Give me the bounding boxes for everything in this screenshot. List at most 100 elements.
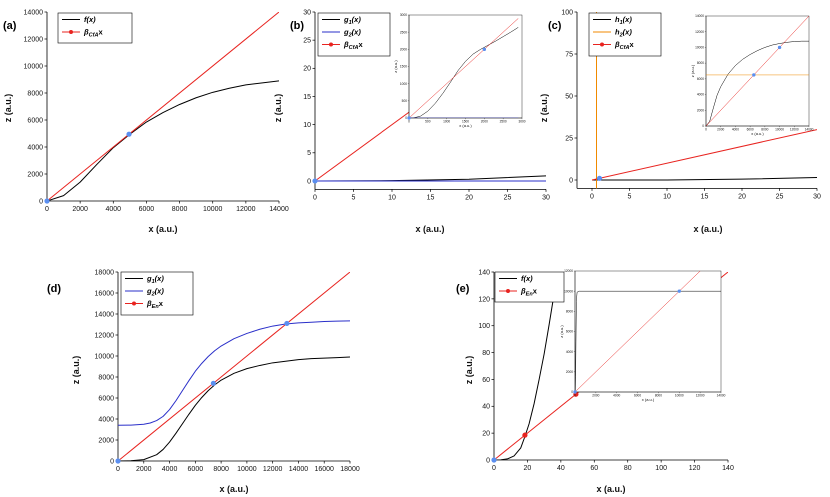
panel-b-legend: g1(x) g2(x)βCfAx bbox=[317, 12, 391, 57]
panel-a-legend-label: f(x) bbox=[84, 15, 96, 24]
panel-e-y-tick-label: 40 bbox=[482, 404, 490, 411]
panel-e-inset-x-tick-label: 4000 bbox=[613, 394, 620, 398]
panel-e-inset-x-tick-label: 14000 bbox=[717, 394, 726, 398]
panel-a-y-tick-label: 0 bbox=[39, 198, 43, 205]
panel-e-legend: f(x) βEnx bbox=[494, 271, 565, 303]
panel-e-inset-x-tick-label: 8000 bbox=[655, 394, 662, 398]
panel-b-inset-y-tick-label: 2500 bbox=[400, 30, 407, 34]
panel-b-inset-intersection-point bbox=[482, 47, 487, 52]
panel-b-inset-y-tick-label: 1500 bbox=[400, 65, 407, 69]
panel-b-inset-x-tick-label: 500 bbox=[425, 120, 431, 124]
panel-d-y-tick-label: 14000 bbox=[95, 311, 115, 318]
panel-e-y-tick-label: 120 bbox=[478, 296, 490, 303]
panel-e-inset-y-tick-label: 8000 bbox=[566, 309, 573, 313]
panel-b-legend-label: g2(x) bbox=[343, 28, 361, 39]
panel-e-intersection-point bbox=[491, 457, 497, 463]
panel-e-inset-y-tick-label: 0 bbox=[571, 390, 573, 394]
panel-d-legend-label: βEnx bbox=[146, 299, 164, 310]
panel-c-inset-x-tick-label: 6000 bbox=[747, 128, 754, 132]
panel-c-inset-intersection-point bbox=[777, 45, 782, 50]
panel-e-inset-y-label: z (a.u.) bbox=[559, 325, 564, 338]
panel-e-inset-x-label: x (a.u.) bbox=[642, 397, 655, 402]
panel-c-inset-intersection-point bbox=[752, 73, 756, 77]
panel-c-x-axis-label: x (a.u.) bbox=[693, 224, 722, 234]
panel-d-legend-marker bbox=[132, 301, 136, 306]
panel-b-inset-x-label: x (a.u.) bbox=[459, 123, 472, 128]
panel-e-inset-x-tick-label: 0 bbox=[574, 394, 576, 398]
panel-c-inset-x-label: x (a.u.) bbox=[751, 131, 764, 136]
panel-c-inset-y-tick-label: 12000 bbox=[695, 30, 704, 34]
panel-e-x-tick-label: 120 bbox=[689, 465, 701, 472]
panel-b-x-tick-label: 25 bbox=[504, 194, 512, 201]
panel-e-x-tick-label: 80 bbox=[624, 465, 632, 472]
panel-e-inset-intersection-point bbox=[677, 289, 681, 293]
panel-a-x-tick-label: 6000 bbox=[139, 206, 155, 213]
panel-b-x-tick-label: 0 bbox=[313, 194, 317, 201]
panel-d: 0 2000 4000 6000 8000 10000 12000 14000 16000 180… bbox=[47, 269, 360, 494]
panel-e-legend-marker bbox=[506, 289, 510, 293]
panel-e-x-tick-label: 140 bbox=[722, 465, 734, 472]
panel-c-inset-series-red bbox=[706, 16, 809, 126]
panel-a-y-tick-label: 4000 bbox=[27, 144, 43, 151]
panel-d-legend-label: g2(x) bbox=[146, 287, 164, 298]
panel-e: 0 20 40 60 80 100 120 140 0 20 40 60 80 100 120 140 x (a… bbox=[456, 269, 734, 494]
panel-b-series-group bbox=[315, 107, 546, 182]
panel-e-inset-series-group bbox=[575, 271, 721, 392]
panel-c-inset-y-tick-label: 0 bbox=[702, 124, 704, 128]
panel-c-series-red bbox=[591, 129, 817, 181]
panel-d-y-tick-label: 8000 bbox=[98, 374, 114, 381]
panel-e-inset-y-tick-label: 2000 bbox=[566, 370, 573, 374]
panel-d-x-tick-label: 14000 bbox=[289, 466, 309, 473]
panel-c-x-tick-label: 10 bbox=[663, 193, 671, 200]
panel-d-y-tick-label: 0 bbox=[110, 458, 114, 465]
panel-a-series-red bbox=[47, 12, 279, 201]
panel-d-y-tick-label: 6000 bbox=[98, 395, 114, 402]
panel-d-x-tick-label: 0 bbox=[116, 466, 120, 473]
panel-b-inset-y-tick-label: 2000 bbox=[400, 47, 407, 51]
panel-c-inset-y-tick-label: 14000 bbox=[695, 14, 704, 18]
panel-d-y-tick-label: 18000 bbox=[95, 269, 115, 276]
panel-b-x-tick-label: 30 bbox=[542, 194, 550, 201]
panel-b-y-tick-label: 0 bbox=[307, 178, 311, 185]
panel-c-x-tick-label: 0 bbox=[590, 193, 594, 200]
panel-b-y-tick-label: 15 bbox=[303, 94, 311, 101]
panel-d-legend: g1(x) g2(x)βEnx bbox=[120, 271, 194, 316]
panel-c-inset-x-tick-label: 2000 bbox=[717, 128, 724, 132]
panel-d-x-tick-label: 10000 bbox=[237, 466, 257, 473]
panel-c-inset-y-tick-label: 10000 bbox=[695, 46, 704, 50]
panel-b-intersection-point bbox=[312, 178, 318, 184]
panel-c-y-tick-label: 50 bbox=[565, 93, 573, 100]
panel-d-series-red bbox=[118, 272, 350, 461]
panel-d-legend-label: g1(x) bbox=[146, 274, 164, 285]
panel-e-inset-x-tick-label: 10000 bbox=[675, 394, 684, 398]
panel-d-y-tick-label: 12000 bbox=[95, 332, 115, 339]
panel-c-y-tick-label: 25 bbox=[565, 135, 573, 142]
panel-b-tag: (b) bbox=[290, 20, 304, 32]
panel-d-x-axis-label: x (a.u.) bbox=[219, 484, 248, 494]
panel-e-y-tick-label: 0 bbox=[486, 457, 490, 464]
panel-e-inset: 0 2000 4000 6000 8000 10000 12000 14000 0 2000 400… bbox=[559, 269, 726, 402]
panel-e-series-black bbox=[494, 272, 559, 460]
panel-b-inset-y-tick-label: 0 bbox=[405, 116, 407, 120]
panel-c-y-tick-label: 0 bbox=[569, 177, 573, 184]
panel-e-x-tick-label: 60 bbox=[590, 465, 598, 472]
panel-a-y-tick-label: 10000 bbox=[24, 63, 44, 70]
panel-b-y-tick-label: 10 bbox=[303, 122, 311, 129]
panel-a-x-axis-label: x (a.u.) bbox=[148, 224, 177, 234]
panel-b-inset-y-label: z (a.u.) bbox=[393, 60, 398, 73]
panel-b-y-tick-label: 20 bbox=[303, 66, 311, 73]
panel-a-y-tick-label: 12000 bbox=[24, 36, 44, 43]
panel-e-y-tick-label: 80 bbox=[482, 350, 490, 357]
panel-a-intersection-point bbox=[126, 131, 132, 137]
panel-c-y-tick-label: 100 bbox=[561, 9, 573, 16]
panel-a-series-group bbox=[47, 12, 279, 201]
panel-c-intersection-point bbox=[596, 175, 603, 181]
panel-b-inset-intersection-point bbox=[407, 116, 411, 120]
panel-e-inset-series-black bbox=[575, 290, 721, 392]
panel-e-legend-box bbox=[494, 271, 565, 303]
panel-b-inset-series-group bbox=[409, 18, 519, 118]
panel-c-inset-y-tick-label: 4000 bbox=[697, 93, 704, 97]
panel-b-x-axis-label: x (a.u.) bbox=[415, 224, 444, 234]
panel-d-y-tick-label: 2000 bbox=[98, 437, 114, 444]
